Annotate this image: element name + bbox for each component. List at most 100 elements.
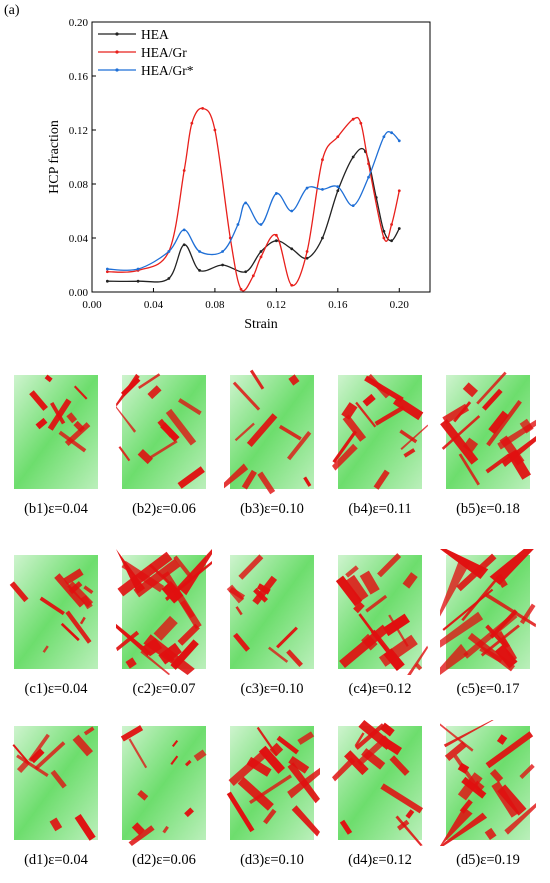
atomic-snapshot <box>226 554 314 669</box>
hcp-plane <box>365 594 388 613</box>
data-point-hea-gr <box>397 189 401 193</box>
snapshot-row-b: (b1)ε=0.04 (b2)ε=0.06 (b3)ε=0.10 (b4)ε=0.11… <box>0 367 550 532</box>
hcp-plane <box>170 755 179 765</box>
data-point-hea-gr <box>167 250 171 253</box>
atomic-snapshot <box>9 555 98 669</box>
snapshot-caption: (b5)ε=0.18 <box>456 501 520 517</box>
data-point-hea-gr <box>336 185 340 189</box>
hcp-plane <box>288 755 310 774</box>
hcp-plane <box>485 453 511 474</box>
data-point-hea <box>136 279 140 283</box>
hcp-plane <box>66 412 78 424</box>
hcp-plane <box>442 403 470 424</box>
hcp-plane <box>34 741 66 771</box>
data-point-hea-gr <box>201 107 205 110</box>
data-point-hea-gr <box>390 131 393 135</box>
data-point-hea-gr <box>336 135 340 139</box>
hcp-plane <box>241 469 257 490</box>
snapshot-panel: (d4)ε=0.12 <box>330 718 430 878</box>
hcp-plane <box>373 469 390 490</box>
atomic-snapshot <box>332 374 428 490</box>
hcp-plane <box>226 791 255 833</box>
panel-label: (a) <box>4 3 20 18</box>
fcc-matrix <box>338 375 422 489</box>
hcp-plane <box>72 734 94 757</box>
hcp-plane <box>440 611 484 648</box>
snapshot-panel: (d5)ε=0.19 <box>438 718 538 878</box>
hcp-plane <box>440 643 469 675</box>
snapshot-caption: (b2)ε=0.06 <box>132 501 196 517</box>
atomic-snapshot <box>116 373 206 489</box>
snapshot-panel: (c2)ε=0.07 <box>114 547 214 707</box>
hcp-plane <box>177 466 205 489</box>
hcp-plane <box>353 601 365 614</box>
hcp-plane <box>162 825 169 834</box>
hcp-plane <box>63 568 84 585</box>
hcp-plane <box>407 645 428 675</box>
legend: HEA HEA/Gr HEA/Gr* <box>98 27 194 78</box>
hcp-plane <box>121 560 165 593</box>
hcp-plane <box>246 413 278 447</box>
hcp-plane <box>29 390 48 411</box>
data-point-hea-gr <box>274 192 278 195</box>
y-tick-label: 0.20 <box>69 17 89 29</box>
hcp-plane <box>359 570 380 595</box>
hcp-plane <box>485 593 536 628</box>
snapshot-panel: (c5)ε=0.17 <box>438 547 538 707</box>
y-axis-label: HCP fraction <box>47 120 62 194</box>
data-point-hea-gr <box>305 186 309 190</box>
data-point-hea-gr <box>351 204 355 208</box>
legend-label: HEA/Gr <box>141 45 187 60</box>
hcp-plane <box>232 381 261 411</box>
hcp-plane <box>278 424 302 441</box>
hcp-plane <box>287 767 320 799</box>
hcp-plane <box>73 420 85 433</box>
hcp-plane <box>137 789 149 801</box>
hcp-fraction-chart: (a) 0.00 0.04 0.08 0.12 0.16 0.20 0.00 0.04 0.08… <box>0 0 550 345</box>
snapshot-caption: (c5)ε=0.17 <box>456 681 520 697</box>
hcp-plane <box>180 600 195 619</box>
hcp-plane <box>276 735 299 755</box>
hcp-plane <box>118 446 131 462</box>
hcp-plane <box>79 616 86 625</box>
hcp-plane <box>128 825 155 846</box>
hcp-plane <box>476 371 507 405</box>
snapshot-panel: (b2)ε=0.06 <box>114 367 214 527</box>
hcp-plane <box>393 395 424 421</box>
hcp-plane <box>253 587 269 603</box>
hcp-plane <box>519 763 535 779</box>
hcp-plane <box>28 733 50 762</box>
data-point-hea-gr <box>382 135 386 139</box>
x-axis-label: Strain <box>244 317 277 332</box>
hcp-plane <box>458 453 480 486</box>
hcp-plane <box>403 448 416 458</box>
hcp-plane <box>131 822 145 836</box>
hcp-plane <box>249 369 265 390</box>
data-point-hea-gr <box>390 223 393 226</box>
hcp-plane <box>499 435 525 466</box>
atomic-snapshot <box>335 553 428 675</box>
data-point-hea-gr <box>182 228 186 232</box>
hcp-plane <box>16 754 49 777</box>
data-point-hea-gr <box>321 158 324 162</box>
hcp-plane <box>441 415 481 450</box>
legend-marker <box>115 50 119 54</box>
hcp-plane <box>58 430 87 453</box>
hcp-plane <box>165 408 197 446</box>
hcp-plane <box>80 595 93 610</box>
data-point-hea <box>274 239 278 243</box>
hcp-plane <box>116 630 140 652</box>
snapshot-panel: (c1)ε=0.04 <box>6 547 106 707</box>
hcp-plane <box>440 419 479 465</box>
data-point-hea-gr <box>105 267 109 271</box>
hcp-plane <box>378 735 403 756</box>
snapshot-panel: (b1)ε=0.04 <box>6 367 106 527</box>
hcp-plane <box>485 731 534 769</box>
hcp-plane <box>440 812 488 846</box>
hcp-plane <box>496 734 508 745</box>
hcp-plane <box>149 439 178 459</box>
fcc-matrix <box>122 375 206 489</box>
hcp-plane <box>370 629 396 660</box>
hcp-plane <box>49 817 63 832</box>
hcp-plane <box>488 410 510 435</box>
